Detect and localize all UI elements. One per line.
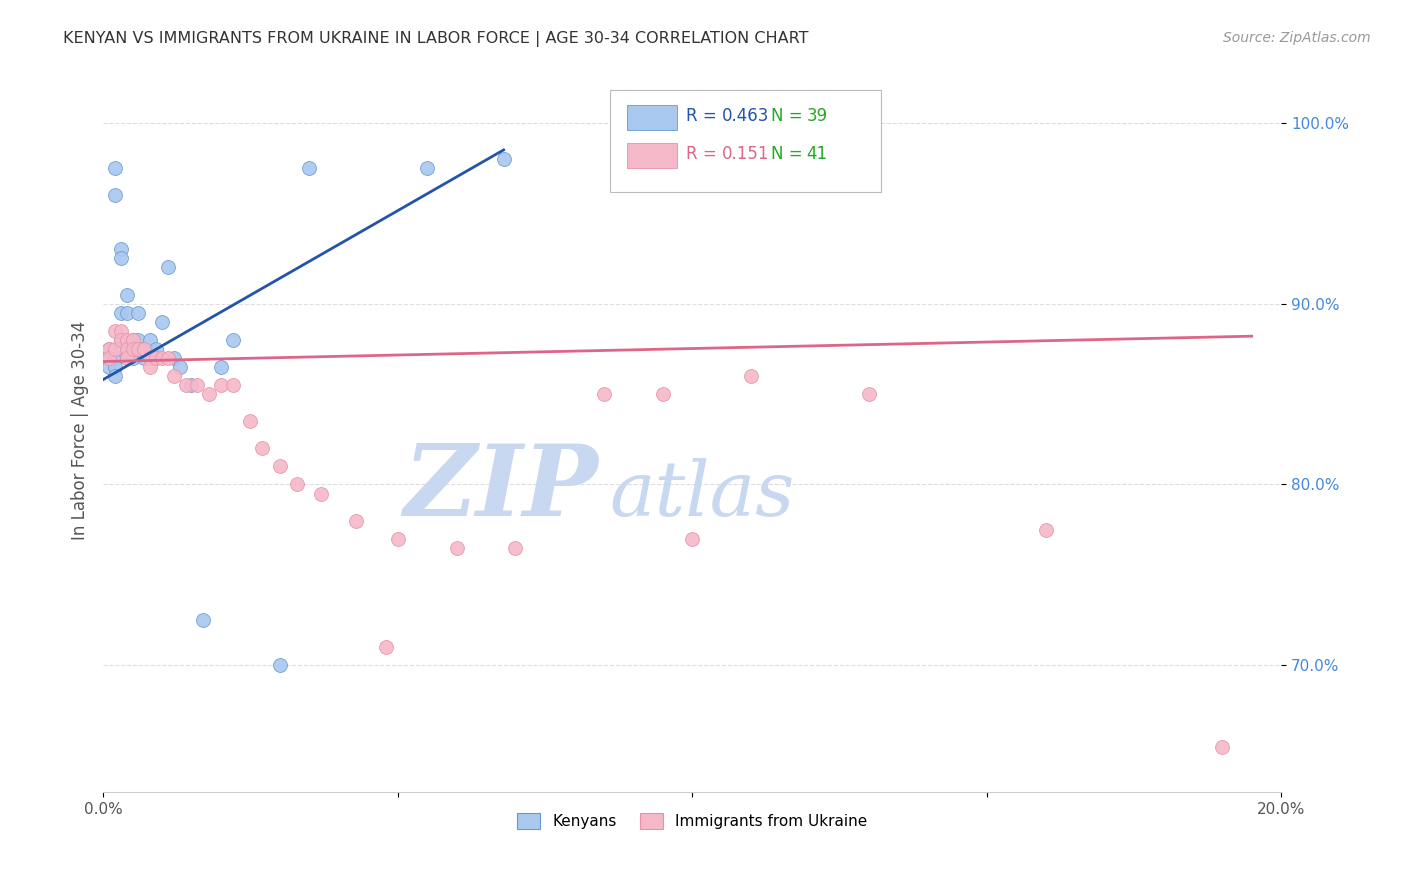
Point <box>446 541 468 555</box>
Point <box>121 333 143 347</box>
Point <box>416 161 439 175</box>
Point <box>492 152 515 166</box>
Point <box>115 351 138 365</box>
FancyBboxPatch shape <box>627 105 676 130</box>
Text: ZIP: ZIP <box>404 440 598 536</box>
Point <box>134 342 156 356</box>
Point <box>169 359 191 374</box>
Point <box>139 359 162 374</box>
Point <box>145 351 167 365</box>
Point <box>681 532 703 546</box>
Point <box>110 333 132 347</box>
Point <box>104 369 127 384</box>
Text: atlas: atlas <box>610 458 794 533</box>
Point <box>121 342 143 356</box>
Point <box>115 342 138 356</box>
Point <box>121 351 143 365</box>
Text: 39: 39 <box>807 107 828 125</box>
Point <box>121 333 143 347</box>
Point <box>98 359 121 374</box>
Point <box>163 369 186 384</box>
Text: N =: N = <box>770 107 803 125</box>
Point <box>98 342 121 356</box>
Point <box>209 378 232 392</box>
Point <box>150 351 173 365</box>
Point <box>374 640 396 655</box>
Point <box>858 387 880 401</box>
Point <box>139 351 162 365</box>
Point <box>1035 523 1057 537</box>
Text: R =: R = <box>686 145 727 163</box>
Point <box>250 442 273 456</box>
Text: N =: N = <box>770 145 803 163</box>
FancyBboxPatch shape <box>627 143 676 168</box>
Point <box>115 333 138 347</box>
Point <box>115 342 138 356</box>
Point <box>180 378 202 392</box>
Point <box>127 333 149 347</box>
Point <box>98 351 121 365</box>
Point <box>104 351 127 365</box>
Point <box>387 532 409 546</box>
Point <box>145 342 167 356</box>
Point <box>163 351 186 365</box>
Point <box>134 351 156 365</box>
Text: 0.463: 0.463 <box>721 107 769 125</box>
Point <box>104 324 127 338</box>
Point <box>104 161 127 175</box>
Point <box>198 387 221 401</box>
Point <box>156 260 179 275</box>
Text: Source: ZipAtlas.com: Source: ZipAtlas.com <box>1223 31 1371 45</box>
Point <box>104 342 127 356</box>
Point <box>115 306 138 320</box>
Point <box>1211 739 1233 754</box>
Point <box>127 306 149 320</box>
Point <box>239 414 262 428</box>
Point <box>110 342 132 356</box>
Point <box>110 333 132 347</box>
Legend: Kenyans, Immigrants from Ukraine: Kenyans, Immigrants from Ukraine <box>512 806 873 835</box>
Point <box>150 315 173 329</box>
Point <box>740 369 762 384</box>
Point <box>505 541 527 555</box>
Point <box>110 252 132 266</box>
FancyBboxPatch shape <box>610 90 880 192</box>
Text: KENYAN VS IMMIGRANTS FROM UKRAINE IN LABOR FORCE | AGE 30-34 CORRELATION CHART: KENYAN VS IMMIGRANTS FROM UKRAINE IN LAB… <box>63 31 808 47</box>
Text: 41: 41 <box>807 145 828 163</box>
Point <box>222 333 245 347</box>
Point <box>651 387 673 401</box>
Y-axis label: In Labor Force | Age 30-34: In Labor Force | Age 30-34 <box>72 320 89 540</box>
Text: 0.151: 0.151 <box>721 145 769 163</box>
Point <box>287 477 309 491</box>
Point <box>127 342 149 356</box>
Point <box>174 378 197 392</box>
Point <box>193 613 215 627</box>
Point <box>115 287 138 301</box>
Point <box>222 378 245 392</box>
Point <box>209 359 232 374</box>
Point <box>156 351 179 365</box>
Point <box>104 188 127 202</box>
Point <box>145 351 167 365</box>
Point <box>186 378 208 392</box>
Text: R =: R = <box>686 107 723 125</box>
Point <box>269 658 291 673</box>
Point <box>121 342 143 356</box>
Point <box>344 514 367 528</box>
Point <box>139 333 162 347</box>
Point <box>134 342 156 356</box>
Point <box>269 459 291 474</box>
Point <box>98 351 121 365</box>
Point <box>592 387 614 401</box>
Point <box>309 486 332 500</box>
Point <box>104 359 127 374</box>
Point <box>110 243 132 257</box>
Point <box>110 324 132 338</box>
Point <box>298 161 321 175</box>
Point <box>110 306 132 320</box>
Point <box>98 342 121 356</box>
Point <box>115 351 138 365</box>
